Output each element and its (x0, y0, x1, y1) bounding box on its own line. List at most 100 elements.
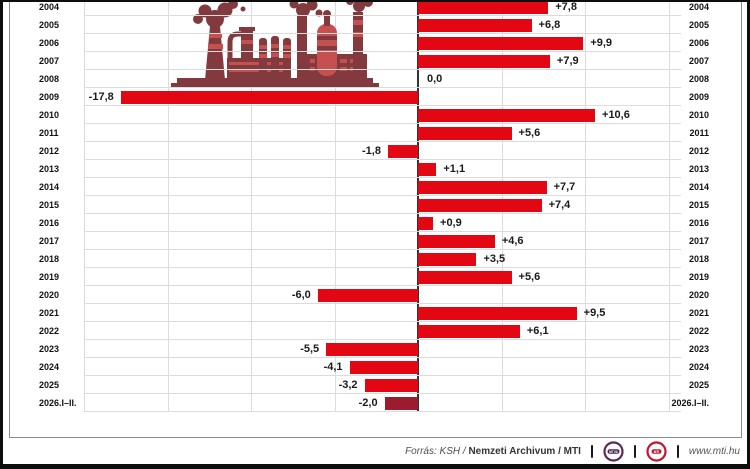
bar (317, 288, 418, 302)
year-label-right: 2011 (689, 128, 709, 138)
value-label: +10,6 (602, 109, 630, 121)
vertical-gridline (668, 0, 670, 412)
value-label: +7,4 (548, 199, 571, 211)
value-label: +7,7 (553, 181, 576, 193)
chart-row: 2025 2025 -3,2 (10, 376, 741, 394)
bar (120, 90, 418, 104)
value-label: -17,8 (88, 91, 114, 103)
value-label: +9,5 (583, 307, 606, 319)
zero-axis (416, 0, 419, 412)
value-label: 0,0 (427, 73, 443, 85)
chart-row: 2026.I–II. 2026.I–II. -2,0 (10, 394, 741, 412)
chart-row: 2016 2016 +0,9 (10, 214, 741, 232)
value-label: +0,9 (440, 217, 462, 229)
row-gridline (84, 213, 681, 214)
chart-row: 2012 2012 -1,8 (10, 142, 741, 160)
row-gridline (84, 105, 681, 106)
value-label: +3,5 (483, 253, 506, 265)
row-gridline (84, 249, 681, 250)
row-gridline (84, 15, 681, 16)
value-label: +7,8 (555, 1, 577, 13)
row-gridline (84, 177, 681, 178)
chart-row: 2018 2018 +3,5 (10, 250, 741, 268)
year-label-right: 2024 (688, 362, 709, 372)
chart-row: 2009 2009 -17,8 (10, 88, 741, 106)
row-gridline (84, 357, 681, 358)
year-label-left: 2021 (39, 308, 60, 318)
year-label-left: 2010 (39, 110, 60, 120)
year-label-left: 2015 (39, 200, 60, 210)
bar (418, 180, 547, 194)
year-label-left: 2006 (39, 38, 60, 48)
value-label: +5,6 (518, 127, 541, 139)
year-label-left: 2016 (39, 218, 60, 228)
value-label: +1,1 (443, 163, 466, 175)
row-gridline (84, 87, 681, 88)
value-label: +6,1 (526, 325, 549, 337)
year-label-right: 2018 (688, 254, 709, 264)
row-gridline (84, 51, 681, 52)
row-gridline (84, 411, 681, 412)
year-label-left: 2024 (39, 362, 60, 372)
bar (418, 54, 550, 68)
chart-row: 2005 2005 +6,8 (10, 16, 741, 34)
row-gridline (84, 69, 681, 70)
chart-row: 2010 2010 +10,6 (10, 106, 741, 124)
value-label: -5,5 (300, 343, 320, 355)
mtva-logo-text: MTVA (609, 449, 618, 453)
year-label-right: 2016 (688, 218, 709, 228)
row-gridline (84, 231, 681, 232)
chart-row: 2015 2015 +7,4 (10, 196, 741, 214)
bar (418, 306, 577, 320)
bar (364, 378, 418, 392)
value-label: -2,0 (358, 397, 378, 409)
website-text: www.mti.hu (688, 445, 740, 457)
year-label-left: 2005 (39, 20, 60, 30)
chart-row: 2004 2004 +7,8 (10, 0, 741, 16)
vertical-gridline (334, 0, 336, 412)
chart-row: 2022 2022 +6,1 (10, 322, 741, 340)
year-label-left: 2026.I–II. (39, 398, 77, 408)
vertical-gridline (167, 0, 169, 412)
bar (418, 36, 584, 50)
year-label-right: 2012 (688, 146, 709, 156)
value-label: +5,6 (518, 271, 541, 283)
bar (326, 342, 418, 356)
separator (590, 444, 593, 458)
mti-logo-icon: MTI (646, 440, 667, 462)
vertical-gridline (585, 0, 586, 412)
year-label-left: 2004 (39, 2, 60, 12)
year-label-left: 2007 (39, 56, 60, 66)
year-label-right: 2009 (688, 92, 709, 102)
bar (418, 270, 512, 284)
row-gridline (84, 375, 681, 376)
year-label-right: 2017 (688, 236, 709, 246)
year-label-left: 2019 (39, 272, 60, 282)
source-credit: Forrás: KSH / Nemzeti Archivum / MTI (405, 446, 581, 457)
bar (418, 198, 542, 212)
year-label-right: 2013 (688, 164, 709, 174)
chart-row: 2024 2024 -4,1 (10, 358, 741, 376)
year-label-right: 2023 (688, 344, 709, 354)
year-label-left: 2014 (39, 182, 60, 192)
mti-logo-text: MTI (654, 449, 660, 453)
chart-row: 2019 2019 +5,6 (10, 268, 741, 286)
outer-border-top (0, 0, 750, 2)
chart-row: 2011 2011 +5,6 (10, 124, 741, 142)
vertical-gridline (84, 0, 85, 412)
row-gridline (84, 123, 681, 124)
outer-border-bottom (0, 463, 750, 469)
value-label: -6,0 (291, 289, 311, 301)
bar (387, 144, 418, 158)
year-label-right: 2026.I–II. (671, 398, 709, 408)
outer-border-left (0, 0, 3, 469)
bar (418, 234, 495, 248)
year-label-right: 2004 (688, 2, 709, 12)
value-label: -1,8 (361, 145, 381, 157)
value-label: -4,1 (323, 361, 343, 373)
year-label-right: 2005 (688, 20, 709, 30)
bar (418, 162, 437, 176)
bar (418, 18, 532, 32)
row-gridline (84, 303, 681, 304)
